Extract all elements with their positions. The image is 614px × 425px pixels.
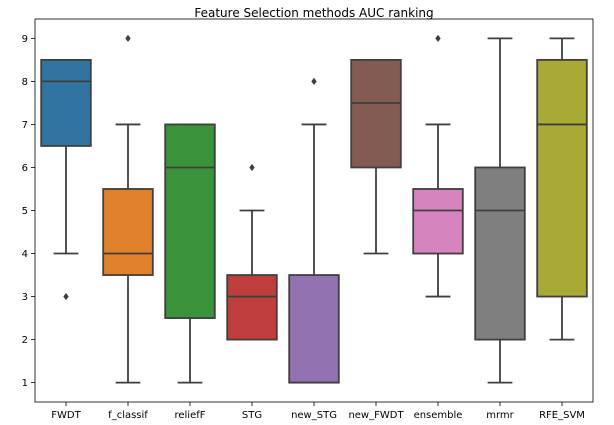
- box-FWDT: [40, 58, 92, 147]
- box-STG: [226, 274, 278, 341]
- y-tick-label: 2: [22, 335, 28, 346]
- y-tick-label: 4: [22, 249, 28, 260]
- box-new_STG: [288, 274, 340, 384]
- outlier-point: [63, 292, 69, 301]
- x-tick-label: f_classif: [108, 410, 148, 421]
- y-tick-label: 9: [22, 34, 28, 45]
- x-tick-label: FWDT: [51, 410, 81, 421]
- plot-area: 1 2 3 4 5 6 7 8 9 FWDT f_classif reliefF STG new_STG n…: [22, 34, 588, 421]
- outlier-point: [249, 163, 255, 172]
- y-tick-label: 7: [22, 120, 28, 131]
- y-tick-label: 3: [22, 292, 28, 303]
- x-tick-label: STG: [242, 410, 262, 421]
- x-tick-label: ensemble: [414, 410, 463, 421]
- x-tick-label: new_FWDT: [348, 410, 404, 421]
- x-tick-label: RFE_SVM: [539, 410, 585, 421]
- box-reliefF: [164, 123, 216, 319]
- box-RFE_SVM: [536, 58, 588, 298]
- outlier-point: [435, 34, 441, 42]
- y-tick-label: 6: [22, 163, 28, 174]
- y-tick-label: 8: [22, 77, 28, 88]
- y-tick-label: 1: [22, 378, 28, 389]
- chart-title: Feature Selection methods AUC ranking: [194, 6, 433, 20]
- axes-frame: [34, 18, 594, 403]
- box-mrmr: [474, 166, 526, 341]
- x-tick-label: mrmr: [486, 410, 514, 421]
- box-ensemble: [412, 188, 464, 255]
- box-new_FWDT: [350, 58, 402, 169]
- outlier-point: [125, 34, 131, 42]
- outlier-point: [311, 77, 317, 85]
- box-f_classif: [102, 188, 154, 276]
- x-tick-label: new_STG: [291, 410, 337, 421]
- y-tick-label: 5: [22, 206, 28, 217]
- x-tick-label: reliefF: [174, 410, 205, 421]
